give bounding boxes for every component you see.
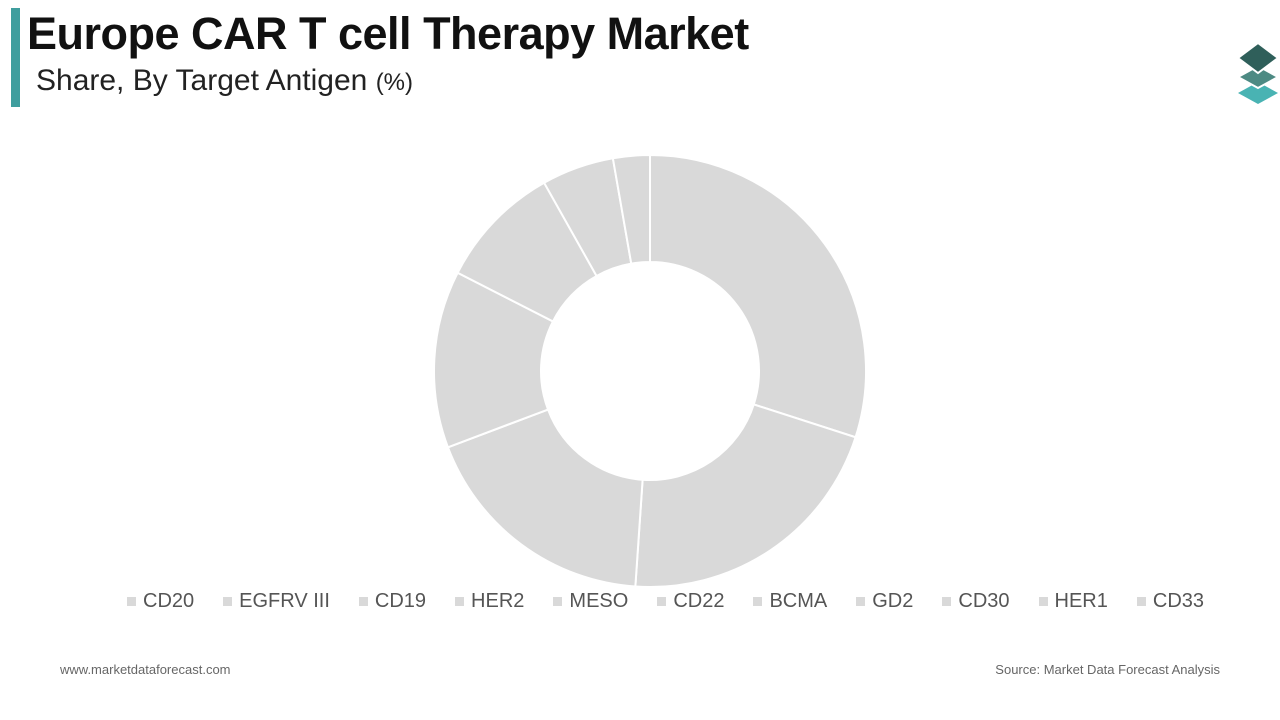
legend-item-cd22: CD22 (657, 590, 724, 613)
legend-swatch (223, 596, 233, 606)
legend-swatch (856, 596, 866, 606)
chart-title: Europe CAR T cell Therapy Market (27, 8, 749, 59)
stacked-layers-icon (1235, 41, 1280, 104)
chart-subtitle: Share, By Target Antigen (%) (36, 64, 413, 98)
legend-swatch (1136, 596, 1146, 606)
subtitle-unit: (%) (375, 69, 414, 96)
legend-label: EGFRV III (239, 589, 330, 612)
legend-label: CD20 (143, 589, 195, 612)
legend-item-cd19: CD19 (358, 589, 427, 613)
legend-swatch (455, 596, 465, 606)
slice-cd20 (649, 153, 867, 439)
legend-swatch (358, 596, 368, 606)
legend-label: BCMA (769, 589, 828, 612)
footer-website: www.marketdataforecast.com (60, 662, 231, 677)
legend-label: HER1 (1054, 589, 1108, 612)
legend-item-cd33: CD33 (1136, 589, 1205, 613)
legend-item-cd30: CD30 (942, 589, 1010, 613)
footer-source: Source: Market Data Forecast Analysis (995, 662, 1220, 677)
legend-swatch (127, 596, 136, 606)
title-accent-bar (11, 8, 20, 107)
legend-item-her2: HER2 (455, 590, 524, 613)
legend-swatch (553, 596, 563, 606)
legend-label: MESO (569, 589, 629, 612)
legend-item-her1: HER1 (1038, 589, 1108, 613)
legend-item-cd20: CD20 (127, 590, 194, 613)
legend-item-bcma: BCMA (753, 590, 827, 613)
slice-cd19 (446, 408, 644, 588)
legend-swatch (657, 596, 667, 606)
legend-item-egfrv-iii: EGFRV III (223, 590, 330, 613)
legend-label: CD30 (958, 589, 1010, 612)
legend-label: CD33 (1152, 589, 1205, 612)
legend-swatch (1038, 596, 1048, 606)
legend-label: CD19 (374, 589, 427, 612)
legend-label: CD22 (673, 589, 725, 612)
legend-label: HER2 (471, 589, 525, 612)
slice-bcma (611, 153, 651, 265)
legend-swatch (753, 596, 763, 606)
slice-egfrv-iii (634, 403, 857, 588)
subtitle-text: Share, By Target Antigen (36, 64, 368, 97)
legend-label: GD2 (872, 589, 914, 612)
legend-item-gd2: GD2 (856, 590, 913, 613)
legend-swatch (942, 596, 952, 606)
chart-legend: CD20 EGFRV III CD19 HER2 MESO CD22 BCMA GD2 CD30… (127, 586, 1227, 616)
legend-item-meso: MESO (553, 590, 628, 613)
donut-slices (433, 153, 867, 588)
